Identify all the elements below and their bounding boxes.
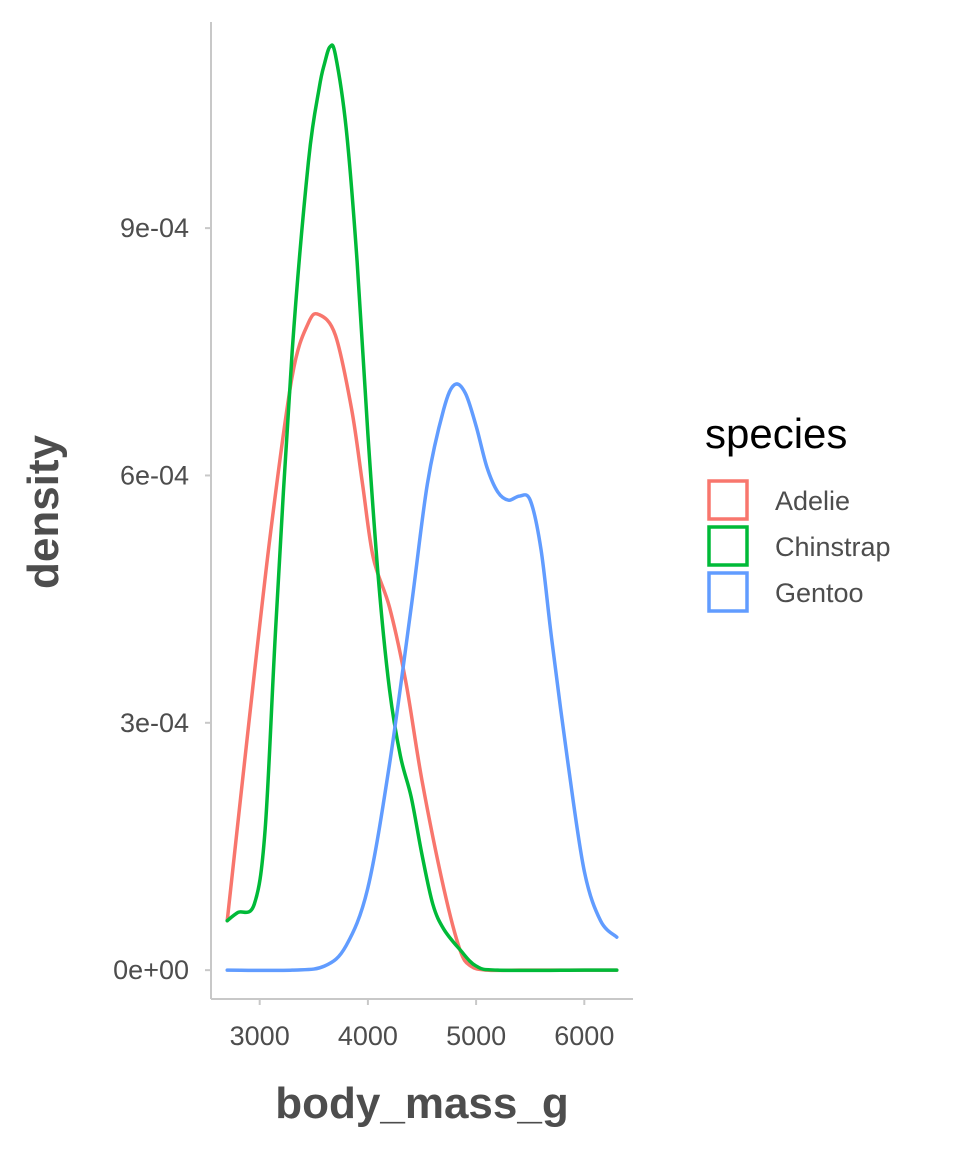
x-axis-ticks: 3000 4000 5000 6000 bbox=[230, 999, 614, 1051]
legend-label-adelie: Adelie bbox=[775, 486, 850, 516]
x-axis-title: body_mass_g bbox=[275, 1079, 568, 1128]
legend: species Adelie Chinstrap Gentoo bbox=[705, 410, 891, 613]
x-tick-label: 5000 bbox=[446, 1021, 506, 1051]
legend-label-chinstrap: Chinstrap bbox=[775, 532, 891, 562]
y-axis-ticks: 0e+00 3e-04 6e-04 9e-04 bbox=[113, 213, 211, 985]
y-tick-label: 0e+00 bbox=[113, 955, 189, 985]
y-tick-label: 3e-04 bbox=[120, 708, 189, 738]
x-tick-label: 3000 bbox=[230, 1021, 290, 1051]
y-axis-title: density bbox=[19, 434, 68, 589]
series-line-chinstrap bbox=[225, 43, 619, 973]
series-line-adelie bbox=[225, 311, 619, 973]
x-tick-label: 4000 bbox=[338, 1021, 398, 1051]
legend-key-adelie bbox=[707, 479, 749, 521]
legend-items: Adelie Chinstrap Gentoo bbox=[707, 479, 891, 613]
series-layer bbox=[225, 43, 619, 973]
y-tick-label: 9e-04 bbox=[120, 213, 189, 243]
series-line-gentoo bbox=[225, 382, 619, 973]
legend-label-gentoo: Gentoo bbox=[775, 578, 864, 608]
y-tick-label: 6e-04 bbox=[120, 460, 189, 490]
plot-area bbox=[210, 22, 633, 1000]
x-tick-label: 6000 bbox=[554, 1021, 614, 1051]
legend-title: species bbox=[705, 410, 847, 457]
legend-key-chinstrap bbox=[707, 525, 749, 567]
legend-key-gentoo bbox=[707, 571, 749, 613]
